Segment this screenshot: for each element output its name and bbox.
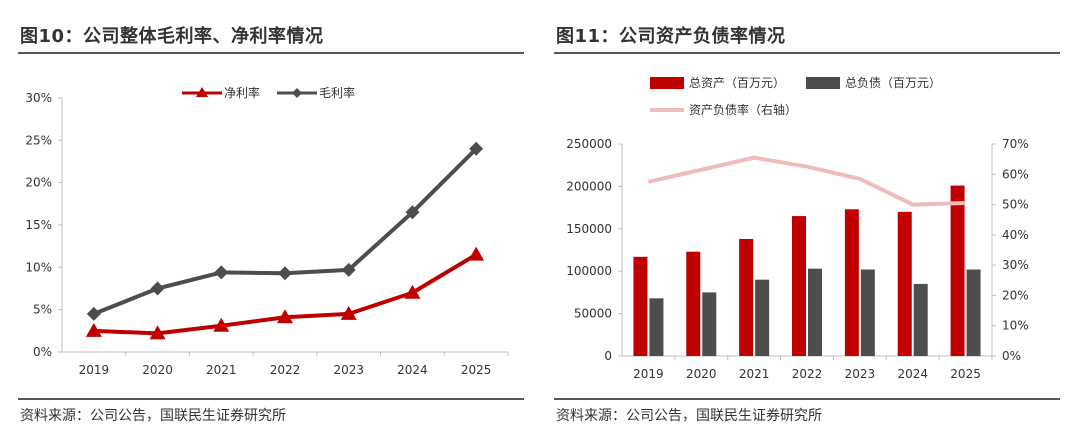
bar-total-liabilities <box>966 269 981 356</box>
x-tick-label: 2022 <box>792 367 823 381</box>
bar-total-liabilities <box>913 283 928 356</box>
data-point-triangle <box>213 317 230 332</box>
bar-total-assets <box>686 251 701 356</box>
legend-swatch-liabilities <box>806 77 840 89</box>
x-tick-label: 2020 <box>142 363 173 377</box>
bar-total-assets <box>633 256 648 356</box>
right-source-divider <box>554 398 1060 400</box>
y-tick-label: 20% <box>25 176 52 190</box>
data-point-diamond <box>405 205 420 220</box>
left-panel: 图10：公司整体毛利率、净利率情况 0% 5% 10% 15% 20% 25% 30% 201… <box>0 0 536 437</box>
legend-marker-diamond <box>292 88 302 98</box>
right-y-tick-label: 40% <box>1002 228 1029 242</box>
legend-label: 总资产（百万元） <box>689 76 785 90</box>
data-point-diamond <box>214 265 229 280</box>
bar-total-liabilities <box>808 268 822 356</box>
right-y-tick-label: 0% <box>1002 349 1021 363</box>
bar-total-assets <box>792 216 806 356</box>
legend-marker-triangle <box>196 87 208 97</box>
y-tick-label: 5% <box>33 303 52 317</box>
data-point-diamond <box>278 266 292 281</box>
y-tick-label: 10% <box>25 260 52 274</box>
bar-total-assets <box>897 211 912 356</box>
bar-total-liabilities <box>702 292 717 356</box>
x-tick-label: 2020 <box>686 367 717 381</box>
right-y-tick-label: 20% <box>1002 288 1029 302</box>
left-source-divider <box>18 398 524 400</box>
x-tick-label: 2022 <box>270 363 301 377</box>
x-tick-label: 2019 <box>633 367 664 381</box>
x-tick-label: 2024 <box>897 367 928 381</box>
bar-total-assets <box>844 209 859 356</box>
right-title-divider <box>554 52 1060 54</box>
x-tick-label: 2024 <box>397 363 428 377</box>
left-y-tick-label: 0 <box>604 349 612 363</box>
bar-total-liabilities <box>860 269 875 356</box>
x-tick-label: 2025 <box>461 363 492 377</box>
data-point-triangle <box>85 322 102 337</box>
left-y-tick-label: 150000 <box>566 222 612 236</box>
left-y-tick-label: 200000 <box>566 179 612 193</box>
margin-line-chart: 0% 5% 10% 15% 20% 25% 30% 2019 2020 2021 2022 2023 2… <box>25 85 509 377</box>
legend-label: 资产负债率（右轴） <box>689 102 797 117</box>
left-chart-title: 图10：公司整体毛利率、净利率情况 <box>20 26 324 47</box>
right-source-note: 资料来源：公司公告，国联民生证券研究所 <box>556 408 822 424</box>
y-tick-label: 30% <box>25 91 52 105</box>
y-tick-label: 15% <box>25 218 52 232</box>
legend-label: 总负债（百万元） <box>845 76 941 90</box>
x-tick-label: 2021 <box>206 363 237 377</box>
right-chart-title: 图11：公司资产负债率情况 <box>556 26 786 47</box>
y-tick-label: 25% <box>25 133 52 147</box>
right-y-tick-label: 70% <box>1002 137 1029 151</box>
right-y-tick-label: 10% <box>1002 319 1029 333</box>
data-point-diamond <box>150 281 165 296</box>
left-y-tick-label: 100000 <box>566 264 612 278</box>
right-y-tick-label: 60% <box>1002 167 1029 181</box>
left-y-tick-label: 50000 <box>574 307 612 321</box>
bar-total-assets <box>950 185 965 356</box>
y-tick-label: 0% <box>33 345 52 359</box>
left-title-divider <box>18 52 524 54</box>
data-point-diamond <box>341 262 356 277</box>
left-y-tick-label: 250000 <box>566 137 612 151</box>
data-point-triangle <box>277 309 293 324</box>
data-point-triangle <box>149 325 166 340</box>
x-tick-label: 2021 <box>739 367 770 381</box>
legend-label: 净利率 <box>224 85 260 100</box>
legend-label: 毛利率 <box>319 85 355 100</box>
data-point-triangle <box>468 246 485 261</box>
bar-total-liabilities <box>649 298 664 356</box>
data-point-triangle <box>340 305 357 320</box>
right-panel: 图11：公司资产负债率情况 0 50000 100000 150000 200000 25… <box>544 0 1080 437</box>
data-point-diamond <box>469 141 484 156</box>
left-source-note: 资料来源：公司公告，国联民生证券研究所 <box>20 408 286 424</box>
right-y-tick-label: 30% <box>1002 258 1029 272</box>
x-tick-label: 2023 <box>845 367 876 381</box>
data-point-diamond <box>86 306 101 321</box>
x-tick-label: 2019 <box>79 363 110 377</box>
data-point-triangle <box>404 284 421 299</box>
right-y-tick-label: 50% <box>1002 198 1029 212</box>
asset-liability-chart: 0 50000 100000 150000 200000 250000 0% 10% 20% 30… <box>566 76 1029 381</box>
x-tick-label: 2025 <box>950 367 981 381</box>
bar-total-liabilities <box>755 279 770 356</box>
bar-total-assets <box>739 238 754 356</box>
series-line-debt-ratio <box>647 155 966 207</box>
legend-swatch-assets <box>650 77 684 89</box>
x-tick-label: 2023 <box>333 363 364 377</box>
